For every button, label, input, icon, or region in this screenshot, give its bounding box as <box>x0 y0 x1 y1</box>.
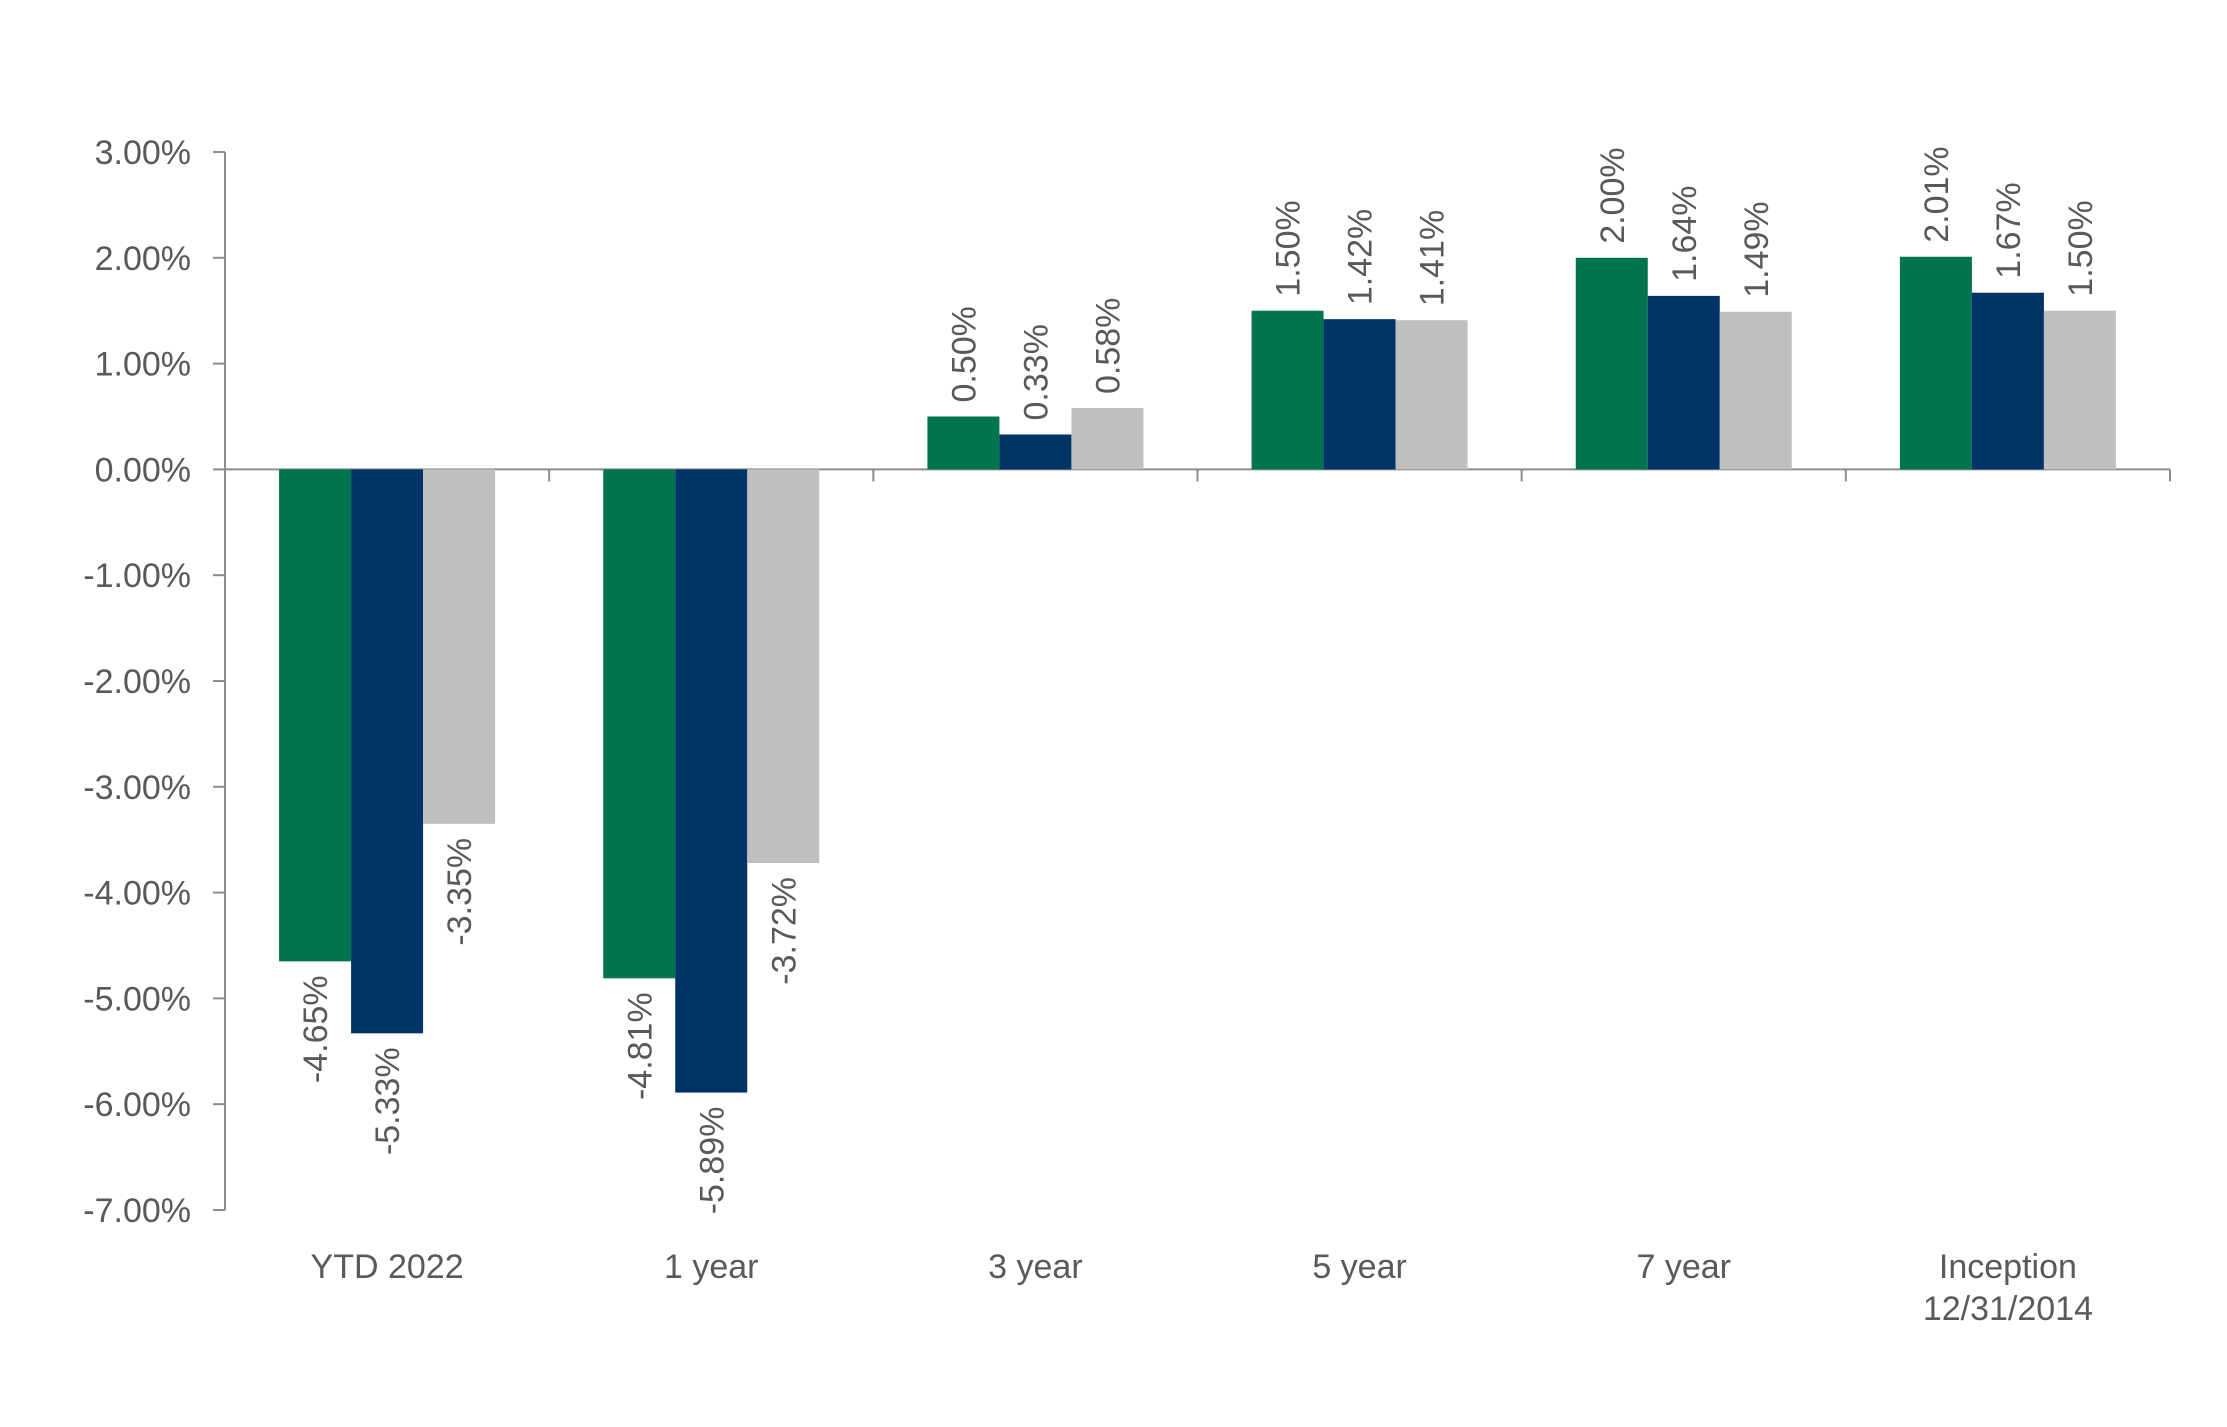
bar <box>1971 292 2044 470</box>
bar <box>279 469 352 962</box>
y-tick-label: -6.00% <box>83 1086 191 1124</box>
bar-value-label: -3.72% <box>765 877 803 985</box>
bar <box>1251 310 1324 470</box>
x-category-label: 5 year <box>1312 1248 1407 1286</box>
bar-value-label: 0.50% <box>945 306 983 402</box>
bar <box>927 416 1000 470</box>
y-tick-label: -7.00% <box>83 1192 191 1230</box>
bar-value-label: -3.35% <box>441 838 479 946</box>
x-category-label: 12/31/2014 <box>1923 1290 2093 1328</box>
bar <box>747 469 820 863</box>
axes-layer <box>213 151 2171 1211</box>
y-tick-label: -2.00% <box>83 663 191 701</box>
x-category-label: YTD 2022 <box>311 1248 464 1286</box>
x-category-label: 1 year <box>664 1248 759 1286</box>
bar-value-label: 1.50% <box>2062 200 2100 296</box>
bar-value-label: 2.00% <box>1594 147 1632 243</box>
bar-value-label: 1.50% <box>1270 200 1308 296</box>
bar-value-label: 0.33% <box>1017 324 1055 420</box>
bar-value-label: 1.42% <box>1342 209 1380 305</box>
x-category-label: 3 year <box>988 1248 1083 1286</box>
y-tick-label: 0.00% <box>95 451 191 489</box>
bar <box>423 469 496 824</box>
bar-value-label: 1.67% <box>1990 182 2028 278</box>
y-tick-label: 3.00% <box>95 134 191 172</box>
bar <box>1395 320 1468 470</box>
bar-value-label: -5.33% <box>369 1047 407 1155</box>
bar <box>999 434 1072 470</box>
bar <box>1647 295 1720 470</box>
bar <box>351 469 424 1034</box>
y-tick-label: 1.00% <box>95 346 191 384</box>
bar-value-label: 0.58% <box>1089 298 1127 394</box>
y-tick-label: -5.00% <box>83 980 191 1018</box>
bar <box>603 469 676 979</box>
x-category-label: 7 year <box>1637 1248 1732 1286</box>
bar <box>675 469 748 1093</box>
tick-labels-layer: 3.00% 2.00% 1.00% 0.00% -1.00% -2.00% -3.00% -4… <box>83 134 2093 1328</box>
bar <box>1899 256 1972 470</box>
bar <box>1575 257 1648 470</box>
bar-value-label: -4.81% <box>621 992 659 1100</box>
y-tick-label: -1.00% <box>83 557 191 595</box>
x-category-label: Inception <box>1939 1248 2077 1286</box>
bar-value-label: 2.01% <box>1918 146 1956 242</box>
y-tick-label: 2.00% <box>95 240 191 278</box>
bar <box>2043 310 2116 470</box>
y-tick-label: -3.00% <box>83 769 191 807</box>
bar <box>1323 319 1396 470</box>
bar-value-label: 1.64% <box>1666 185 1704 281</box>
bar <box>1719 311 1792 470</box>
bar-value-label: 1.41% <box>1414 210 1452 306</box>
data-labels-layer: -4.65% -4.81% 0.50% 1.50% 2.00% 2.01% -5.33% -5… <box>297 146 2100 1214</box>
bars-layer <box>279 256 2116 1093</box>
bar-value-label: 1.49% <box>1738 201 1776 297</box>
y-tick-label: -4.00% <box>83 875 191 913</box>
bar-value-label: -4.65% <box>297 975 335 1083</box>
bar-value-label: -5.89% <box>693 1107 731 1215</box>
bar <box>1071 408 1144 470</box>
